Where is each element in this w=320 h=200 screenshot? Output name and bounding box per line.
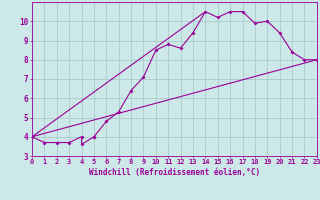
X-axis label: Windchill (Refroidissement éolien,°C): Windchill (Refroidissement éolien,°C) xyxy=(89,168,260,177)
